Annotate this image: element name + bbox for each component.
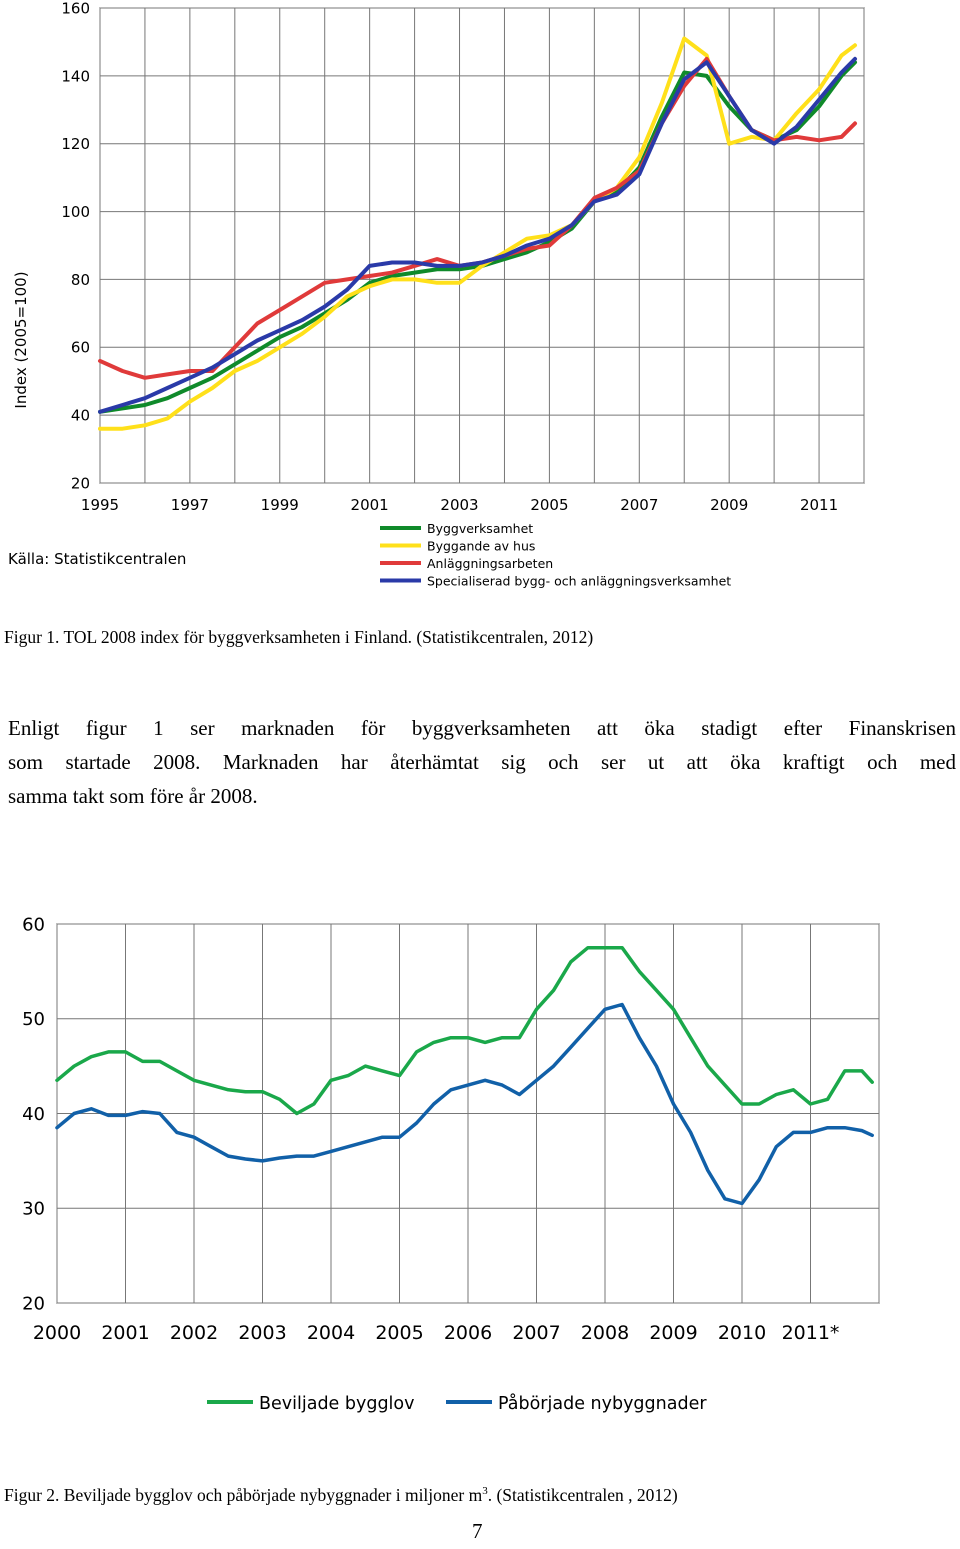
figure-1-x-ticks: 1995 1997 1999 2001 2003 2005 2007 2009 2011 [81,496,838,514]
figure-1-y-axis-label: Index (2005=100) [12,271,30,408]
fig2-x-tick-label: 2005 [375,1322,423,1344]
figure-1-source: Källa: Statistikcentralen [8,550,186,568]
fig2-y-tick-label: 40 [22,1104,45,1125]
fig1-y-tick-label: 160 [61,0,90,17]
fig2-x-tick-label: 2003 [238,1322,286,1344]
fig2-x-tick-label: 2006 [444,1322,492,1344]
figure-2-grid [56,923,880,1304]
figure-1-caption: Figur 1. TOL 2008 index för byggverksamh… [4,627,594,647]
fig2-series-line-0 [55,945,874,1116]
fig1-x-tick-label: 2003 [440,496,478,514]
figure-1-legend-label: Byggande av hus [427,539,535,554]
fig2-y-tick-label: 30 [22,1199,45,1220]
fig1-x-tick-label: 2009 [710,496,748,514]
fig1-series-line-1 [98,36,857,431]
figure-2-legend: Beviljade bygglov Påbörjade nybyggnader [207,1393,707,1414]
page-number: 7 [472,1519,483,1543]
figure-1-legend: Byggverksamhet Byggande av hus Anläggnings… [380,521,731,589]
fig2-x-tick-label: 2010 [718,1322,766,1344]
fig1-y-tick-label: 120 [61,135,90,153]
fig2-y-tick-label: 20 [22,1293,45,1314]
fig2-x-tick-label: 2011* [782,1322,840,1344]
fig1-x-tick-label: 2005 [530,496,568,514]
fig2-x-tick-label: 2001 [101,1322,149,1344]
figure-1-grid [99,7,865,484]
fig1-y-tick-label: 100 [61,203,90,221]
fig1-y-tick-label: 80 [71,271,90,289]
figure-2-series [55,945,874,1206]
fig2-x-tick-label: 2009 [649,1322,697,1344]
fig2-x-tick-label: 2000 [33,1322,81,1344]
fig1-x-tick-label: 2007 [620,496,658,514]
figure-2-caption-superscript: 3 [482,1485,488,1498]
figure-1-legend-label: Specialiserad bygg- och anläggningsverks… [427,574,731,589]
paragraph-line: Enligt figur 1 ser marknaden för byggver… [8,716,956,740]
figure-2-y-ticks: 20 30 40 50 60 [22,914,45,1314]
fig1-x-tick-label: 2011 [800,496,838,514]
figure-1-series [98,36,857,431]
fig2-series-line-1 [55,1002,874,1206]
fig2-x-tick-label: 2002 [170,1322,218,1344]
fig1-x-tick-label: 2001 [351,496,389,514]
figure-1-y-ticks: 20 40 60 80 100 120 140 160 [61,0,90,492]
figure-2-x-ticks: 2000 2001 2002 2003 2004 2005 2006 2007 2008 2009… [33,1322,840,1344]
fig1-x-tick-label: 1997 [171,496,209,514]
fig2-x-tick-label: 2008 [581,1322,629,1344]
fig1-y-tick-label: 60 [71,339,90,357]
fig1-plot-area [99,7,865,484]
fig1-y-tick-label: 40 [71,407,90,425]
figure-1-chart: 20 40 60 80 100 120 140 160 1995 1997 1999 2001 200… [8,0,865,589]
figure-1-legend-label: Byggverksamhet [427,521,533,536]
paragraph-line: samma takt som före år 2008. [8,784,258,808]
body-paragraph: Enligt figur 1 ser marknaden för byggver… [8,711,956,813]
fig1-y-tick-label: 20 [71,474,90,492]
fig2-y-tick-label: 60 [22,914,45,935]
figure-1-legend-label: Anläggningsarbeten [427,556,553,571]
figure-2-caption-source: . (Statistikcentralen , 2012) [487,1485,678,1505]
fig2-x-tick-label: 2007 [512,1322,560,1344]
figure-2-caption: Figur 2. Beviljade bygglov och påbörjade… [4,1485,678,1506]
fig1-x-tick-label: 1999 [261,496,299,514]
paragraph-line: som startade 2008. Marknaden har återhäm… [8,750,956,774]
fig2-x-tick-label: 2004 [307,1322,355,1344]
fig1-series-line-3 [98,56,857,414]
fig2-y-tick-label: 50 [22,1009,45,1030]
fig1-x-tick-label: 1995 [81,496,119,514]
figure-2-legend-label: Beviljade bygglov [259,1394,414,1414]
figure-2-legend-label: Påbörjade nybyggnader [498,1393,707,1414]
figure-2-caption-text: Figur 2. Beviljade bygglov och påbörjade… [4,1485,483,1505]
fig1-y-tick-label: 140 [61,67,90,85]
